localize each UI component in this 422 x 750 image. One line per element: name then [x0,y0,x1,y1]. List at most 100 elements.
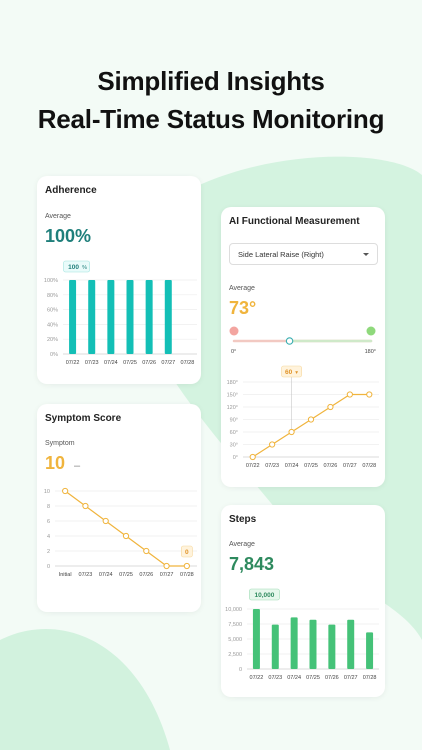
ai-title: AI Functional Measurement [229,216,360,227]
symptom-x-tick-label: 07/25 [119,572,133,578]
symptom-value-number: 10 [45,453,66,473]
symptom-point [122,532,130,540]
ai-y-tick-label: 180° [227,380,238,386]
steps-x-tick-label: 07/27 [344,675,358,681]
steps-bar [271,624,279,669]
symptom-sub-label: Symptom [45,440,75,447]
adherence-average-value: 100% [45,226,92,246]
adherence-x-tick-label: 07/25 [123,360,137,366]
chevron-down-icon [363,253,369,256]
adherence-y-tick-label: 40% [47,322,58,328]
symptom-badge-text: 0 [185,549,189,556]
symptom-y-tick-label: 0 [47,564,50,570]
symptom-badge-box [181,545,193,558]
steps-y-tick-label: 7,500 [228,622,242,628]
symptom-point [163,562,170,570]
ai-badge-text: 60 [285,369,293,376]
symptom-series-line [64,490,187,567]
symptom-y-tick-label: 8 [47,504,50,510]
ai-point [307,416,315,423]
adherence-y-tick-label: 60% [47,308,58,314]
headline: Simplified Insights Real-Time Status Mon… [0,62,422,138]
sad-face-icon [229,326,239,336]
steps-card[interactable]: Steps Average 7,843 0 2,500 5,000 7,500 10,0… [221,505,385,697]
steps-chart: 0 2,500 5,000 7,500 10,000 07/22 07/23 07/24 07/… [225,588,379,681]
symptom-y-tick-label: 2 [47,549,50,555]
ai-y-tick-label: 0° [233,455,238,461]
adherence-bar [164,280,172,354]
ai-x-tick-label: 07/25 [304,463,318,469]
steps-bar [366,632,374,669]
adherence-chart: 0% 20% 40% 60% 80% 100% 07/22 07/23 07/24 07/25 07… [44,260,197,366]
adherence-bar [88,280,96,354]
steps-x-tick-label: 07/28 [363,675,377,681]
ai-point [327,403,334,411]
ai-x-tick-label: 07/27 [343,463,357,469]
ai-badge: 60 ▾ [281,365,302,378]
steps-y-tick-label: 2,500 [228,652,242,658]
steps-bar [328,624,336,669]
symptom-x-tick-label: 07/28 [180,572,194,578]
ai-x-tick-label: 07/22 [246,463,260,469]
steps-average-value: 7,843 [229,554,275,574]
headline-line1: Simplified Insights [97,66,325,96]
symptom-value-suffix: – [74,460,81,472]
adherence-badge-box [63,260,90,273]
ai-average-label: Average [229,285,255,292]
ai-x-tick-label: 07/24 [285,463,299,469]
ai-y-tick-label: 30° [230,443,238,449]
symptom-x-tick-label: 07/27 [160,572,174,578]
exercise-dropdown-value: Side Lateral Raise (Right) [238,250,324,259]
steps-bar [290,617,298,669]
symptom-x-tick-label: 07/24 [99,572,113,578]
slider-thumb [285,337,294,345]
ai-point [346,391,353,398]
adherence-x-tick-label: 07/23 [85,360,99,366]
slider-min-label: 0° [231,349,236,354]
symptom-point [143,547,150,555]
ai-x-tick-label: 07/23 [265,463,279,469]
ai-series-line [252,393,370,458]
steps-x-tick-label: 07/26 [325,675,339,681]
adherence-badge-text: 100 [68,264,79,271]
adherence-y-tick-label: 80% [47,293,58,299]
ai-badge-box [281,365,302,378]
ai-x-tick-label: 07/26 [324,463,338,469]
ai-average-value: 73° [229,298,257,318]
symptom-point [183,562,190,570]
exercise-dropdown[interactable]: Side Lateral Raise (Right) [229,243,378,265]
headline-line2: Real-Time Status Monitoring [37,104,385,134]
steps-x-tick-label: 07/25 [306,675,320,681]
adherence-x-tick-label: 07/22 [66,360,80,366]
adherence-y-tick-label: 100% [44,278,58,284]
adherence-card[interactable]: Adherence Average 100% 0% 20% 40% 60% 80% 100… [37,176,201,384]
steps-x-tick-label: 07/22 [250,675,264,681]
adherence-bar [107,280,115,354]
symptom-y-tick-label: 4 [47,534,50,540]
ai-y-tick-label: 150° [227,393,238,399]
symptom-x-tick-label: Initial [59,572,72,578]
range-slider[interactable]: 0° 180° [221,324,385,354]
adherence-badge: 100% [63,260,90,273]
adherence-badge-unit: % [82,265,87,271]
ai-y-tick-label: 90° [230,418,238,424]
ai-card[interactable]: AI Functional Measurement Side Lateral R… [221,207,385,487]
slider-max-label: 180° [365,349,376,354]
steps-x-tick-label: 07/24 [287,675,301,681]
steps-y-tick-label: 0 [239,667,242,673]
ai-point [366,391,373,398]
symptom-card[interactable]: Symptom Score Symptom 10 – 0 2 4 6 8 10 Initia… [37,404,201,612]
ai-point [269,441,276,448]
steps-badge-text: 10,000 [254,592,274,599]
steps-title: Steps [229,514,257,525]
ai-chart: 0° 30° 60° 90° 120° 150° 180° 07/22 07/23 07/24 07… [227,365,379,469]
adherence-bar [145,280,153,354]
symptom-badge: 0 [181,545,193,558]
adherence-average-label: Average [45,213,71,220]
steps-average-label: Average [229,541,255,548]
symptom-x-tick-label: 07/23 [79,572,93,578]
steps-bar [252,609,260,669]
adherence-title: Adherence [45,185,97,196]
steps-y-tick-label: 5,000 [228,637,242,643]
adherence-bar [126,280,134,354]
